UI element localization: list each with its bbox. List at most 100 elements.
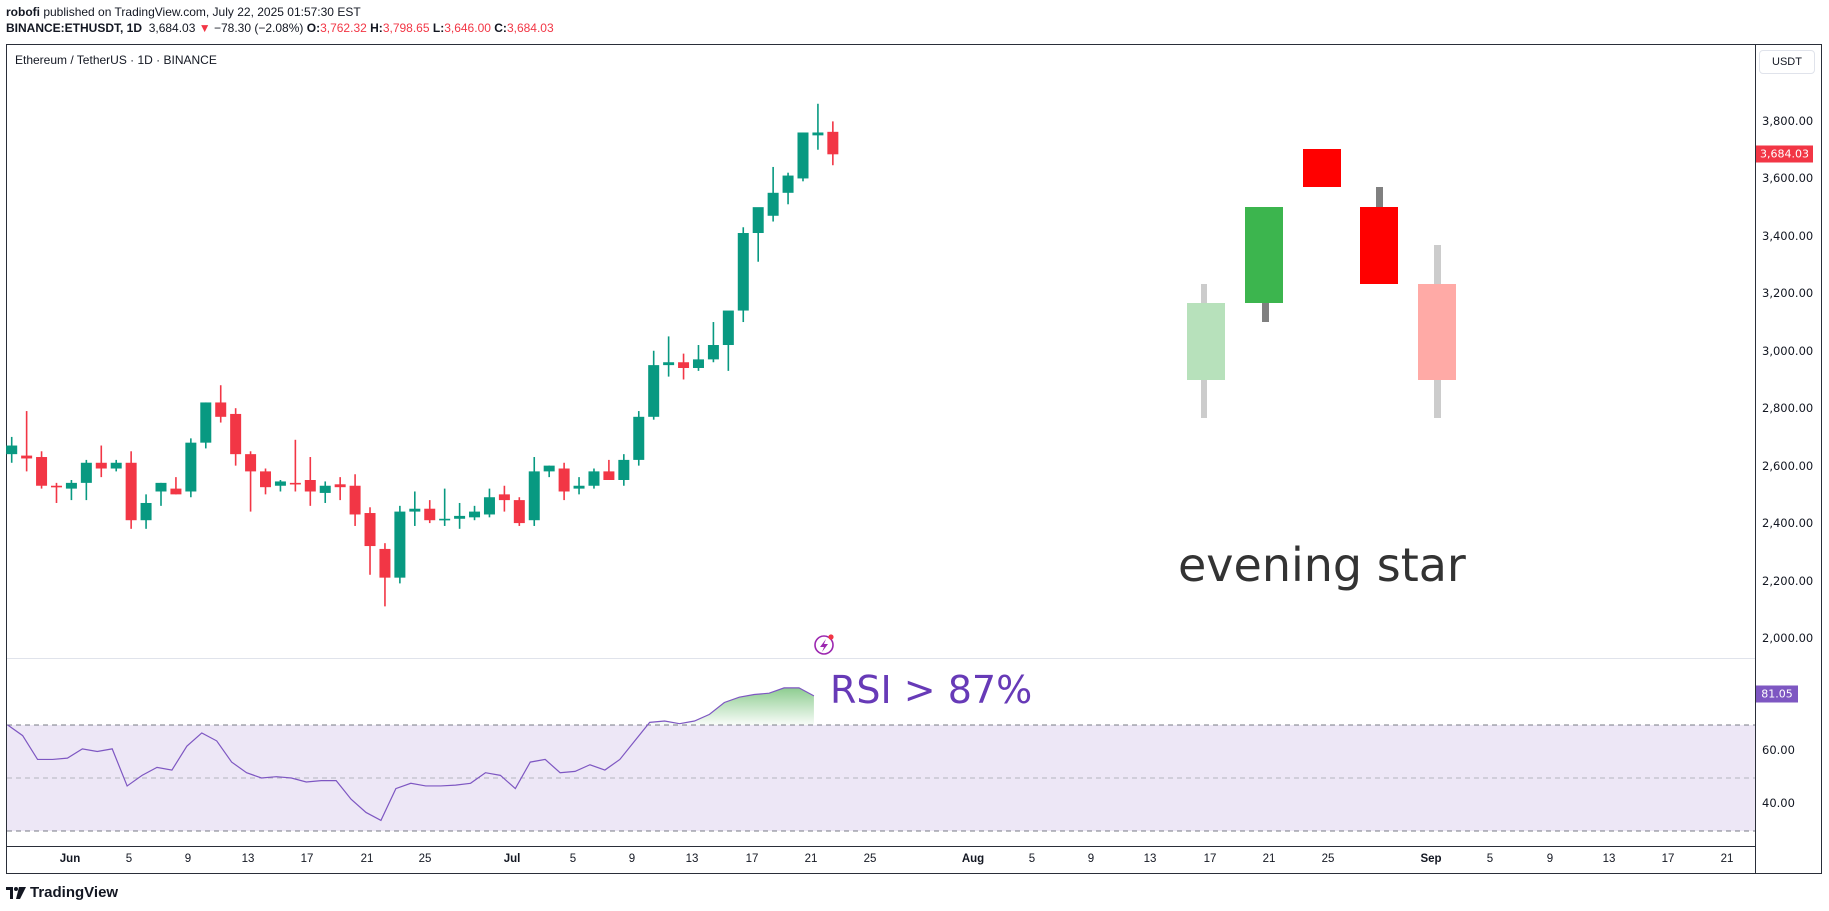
candle bbox=[558, 468, 570, 492]
candle bbox=[170, 488, 182, 495]
evening-star-diagram bbox=[1187, 149, 1456, 418]
candle bbox=[274, 481, 286, 486]
chart-frame bbox=[6, 44, 1822, 874]
symbol-label: BINANCE:ETHUSDT, 1D bbox=[6, 21, 143, 35]
candle bbox=[827, 131, 839, 155]
candle bbox=[334, 484, 346, 488]
candle bbox=[469, 511, 481, 518]
rsi-axis-label: 60.00 bbox=[1762, 743, 1795, 757]
candle bbox=[767, 192, 779, 216]
candle bbox=[573, 485, 585, 489]
time-axis-label: 17 bbox=[1203, 853, 1217, 865]
close-value: 3,684.03 bbox=[506, 21, 554, 35]
time-axis-label: 5 bbox=[1028, 853, 1036, 865]
pattern-label: evening star bbox=[1178, 538, 1466, 592]
candle bbox=[394, 511, 406, 578]
time-axis-label: 17 bbox=[745, 853, 759, 865]
candle bbox=[155, 482, 167, 492]
time-axis-label: Aug bbox=[961, 853, 985, 865]
high-value: 3,798.65 bbox=[382, 21, 430, 35]
candle bbox=[678, 362, 690, 368]
published-text: published on TradingView.com, July 22, 2… bbox=[40, 5, 361, 19]
candle bbox=[304, 480, 316, 492]
price-axis-divider bbox=[1755, 44, 1756, 874]
open-value: 3,762.32 bbox=[320, 21, 367, 35]
alert-icon[interactable] bbox=[814, 634, 834, 655]
price-axis-label: 3,000.00 bbox=[1762, 343, 1814, 358]
price-axis-label: 2,400.00 bbox=[1762, 516, 1814, 531]
low-value: 3,646.00 bbox=[444, 21, 491, 35]
time-axis-label: 5 bbox=[1486, 853, 1494, 865]
price-axis-label: 3,400.00 bbox=[1762, 228, 1814, 243]
candle bbox=[543, 465, 555, 472]
candle bbox=[6, 445, 18, 455]
open-label: O: bbox=[306, 21, 321, 35]
currency-button[interactable]: USDT bbox=[1759, 50, 1815, 74]
candle bbox=[260, 471, 272, 488]
candle bbox=[513, 500, 525, 524]
publish-info: robofi published on TradingView.com, Jul… bbox=[6, 5, 361, 19]
candle bbox=[110, 462, 122, 469]
candle bbox=[439, 518, 451, 521]
price-axis-label: 2,600.00 bbox=[1762, 458, 1814, 473]
price-axis-label: 2,800.00 bbox=[1762, 401, 1814, 416]
rsi-axis-label: 40.00 bbox=[1762, 796, 1795, 810]
time-axis-label: 5 bbox=[125, 853, 133, 865]
time-axis-label: 9 bbox=[1546, 853, 1554, 865]
price-axis-label: 3,800.00 bbox=[1762, 114, 1814, 128]
candle bbox=[50, 485, 62, 488]
candle bbox=[498, 494, 510, 501]
candle bbox=[215, 402, 227, 417]
candle bbox=[782, 175, 794, 193]
time-axis-label: 13 bbox=[1143, 853, 1157, 865]
time-axis-label: 25 bbox=[418, 853, 432, 865]
candle bbox=[648, 365, 660, 417]
price-change: −78.30 (−2.08%) bbox=[213, 21, 304, 35]
candle bbox=[364, 513, 376, 547]
candle bbox=[737, 233, 749, 311]
time-axis-divider bbox=[7, 846, 1755, 847]
time-axis-label: 9 bbox=[628, 853, 636, 865]
candle bbox=[722, 310, 734, 346]
time-axis-label: 9 bbox=[184, 853, 192, 865]
candle bbox=[603, 471, 615, 480]
down-arrow-icon: ▼ bbox=[198, 21, 211, 35]
time-axis-label: Jul bbox=[503, 853, 521, 865]
candle bbox=[618, 459, 630, 480]
rsi-annotation: RSI > 87% bbox=[830, 668, 1033, 712]
author-name[interactable]: robofi bbox=[6, 5, 40, 19]
brand-name: TradingView bbox=[30, 884, 119, 901]
time-axis-label: 13 bbox=[241, 853, 255, 865]
symbol-ohlc-line: BINANCE:ETHUSDT, 1D 3,684.03 ▼ −78.30 (−… bbox=[6, 21, 554, 35]
rsi-line bbox=[7, 687, 815, 822]
candle bbox=[80, 462, 92, 483]
time-axis-label: 21 bbox=[1720, 853, 1734, 865]
low-label: L: bbox=[432, 21, 445, 35]
candle bbox=[588, 471, 600, 486]
time-axis-label: Sep bbox=[1420, 853, 1442, 865]
candle bbox=[36, 457, 48, 486]
price-axis-label: 2,200.00 bbox=[1762, 573, 1814, 588]
current-price-tag: 3,684.03 bbox=[1756, 145, 1813, 163]
high-label: H: bbox=[370, 21, 383, 35]
candle bbox=[379, 548, 391, 578]
candle bbox=[633, 416, 645, 460]
candle bbox=[797, 132, 809, 179]
candle bbox=[424, 508, 436, 521]
candle bbox=[454, 515, 466, 519]
candle bbox=[483, 497, 495, 515]
time-axis-label: 21 bbox=[804, 853, 818, 865]
pane-divider[interactable] bbox=[7, 658, 1755, 659]
tradingview-logo[interactable]: TradingView bbox=[6, 884, 118, 901]
price-axis-label: 3,200.00 bbox=[1762, 286, 1814, 301]
time-axis-label: 21 bbox=[360, 853, 374, 865]
price-axis-label: 3,600.00 bbox=[1762, 171, 1814, 186]
candle bbox=[528, 471, 540, 521]
candle bbox=[21, 455, 33, 459]
candle bbox=[349, 485, 361, 515]
candle bbox=[65, 482, 77, 489]
candlestick-series bbox=[6, 103, 839, 607]
time-axis-label: 25 bbox=[863, 853, 877, 865]
time-axis-label: 9 bbox=[1087, 853, 1095, 865]
